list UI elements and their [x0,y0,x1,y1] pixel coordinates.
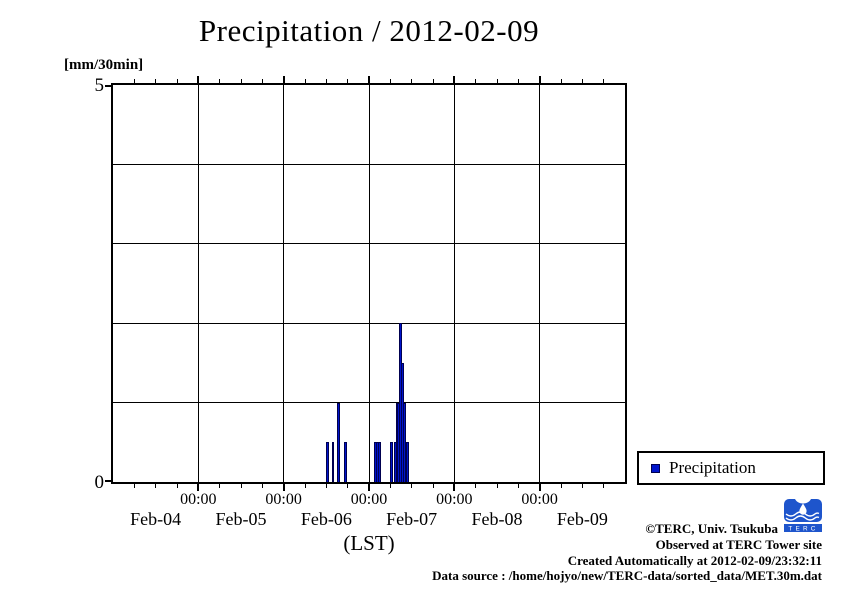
x-minor-tick-bottom [240,484,242,488]
x-minor-tick-bottom [261,484,263,488]
precipitation-bar [331,442,335,482]
x-minor-tick-bottom [325,484,327,488]
x-minor-tick-bottom [496,484,498,488]
x-major-tick-top [282,76,285,83]
y-axis-unit-label: [mm/30min] [64,57,144,73]
precipitation-bar [377,442,381,482]
x-minor-tick-top [219,79,221,83]
x-minor-tick-bottom [581,484,583,488]
x-major-tick-top [197,76,200,83]
chart-title: Precipitation / 2012-02-09 [198,13,540,48]
precipitation-bar [337,402,340,482]
y-axis-min-tick-label: 0 [94,472,105,493]
precipitation-bar [406,442,410,482]
precipitation-bar [390,442,394,482]
x-minor-tick-top [560,79,562,83]
precipitation-bar [326,442,330,482]
legend-box: Precipitation [637,451,825,485]
x-minor-tick-top [389,79,391,83]
x-minor-tick-top [496,79,498,83]
vertical-gridline [453,85,455,482]
y-axis-max-tick-label: 5 [94,75,105,96]
x-time-tick-label: 00:00 [350,491,388,508]
plot-area [105,76,627,491]
data-source-text: Data source : /home/hojyo/new/TERC-data/… [432,568,822,583]
legend-marker-square-icon [651,463,660,473]
x-major-tick-bottom [538,484,541,491]
x-day-label: Feb-08 [471,509,523,529]
x-minor-tick-bottom [389,484,391,488]
x-minor-tick-top [411,79,413,83]
x-minor-tick-bottom [176,484,178,488]
x-minor-tick-top [325,79,327,83]
x-minor-tick-bottom [347,484,349,488]
x-minor-tick-bottom [475,484,477,488]
x-minor-tick-bottom [304,484,306,488]
vertical-gridline [368,85,370,482]
x-minor-tick-bottom [155,484,157,488]
x-minor-tick-top [133,79,135,83]
x-minor-tick-top [176,79,178,83]
x-day-label: Feb-07 [386,509,438,529]
x-minor-tick-top [475,79,477,83]
x-time-tick-label: 00:00 [265,491,302,508]
x-axis-label: (LST) [343,531,395,555]
x-minor-tick-top [261,79,263,83]
x-time-tick-label: 00:00 [180,491,217,508]
vertical-gridline [197,85,199,482]
horizontal-gridline [113,322,625,324]
x-minor-tick-top [240,79,242,83]
x-major-tick-bottom [368,484,370,491]
x-minor-tick-top [304,79,306,83]
precipitation-bar [402,402,406,482]
legend-label: Precipitation [669,458,756,477]
x-minor-tick-top [347,79,349,83]
x-major-tick-bottom [282,484,285,491]
x-day-label: Feb-05 [215,509,267,529]
x-major-tick-bottom [453,484,456,491]
x-major-tick-top [368,76,370,83]
copyright-text: ©TERC, Univ. Tsukuba [645,521,778,536]
x-minor-tick-bottom [432,484,434,488]
x-minor-tick-top [581,79,583,83]
x-minor-tick-bottom [603,484,605,488]
precipitation-bar [344,442,347,482]
x-minor-tick-bottom [133,484,135,488]
x-minor-tick-top [432,79,434,83]
x-minor-tick-top [517,79,519,83]
vertical-gridline [283,85,285,482]
horizontal-gridline [113,402,625,404]
horizontal-gridline [113,243,625,245]
x-day-label: Feb-09 [556,509,608,529]
vertical-gridline [539,85,541,482]
x-major-tick-bottom [197,484,200,491]
x-major-tick-top [538,76,541,83]
horizontal-gridline [113,163,625,165]
x-minor-tick-bottom [219,484,221,488]
observed-site-text: Observed at TERC Tower site [655,537,822,552]
x-minor-tick-bottom [517,484,519,488]
terc-logo: TERC [784,499,822,533]
created-timestamp-text: Created Automatically at 2012-02-09/23:3… [567,553,822,568]
terc-logo-letters: TERC [788,526,818,532]
x-minor-tick-bottom [560,484,562,488]
y-axis-tick [105,85,111,87]
terc-logo-graphic: TERC [784,499,822,533]
x-major-tick-top [453,76,456,83]
x-minor-tick-bottom [411,484,413,488]
x-day-label: Feb-06 [300,509,352,529]
x-time-tick-label: 00:00 [436,491,473,508]
y-axis-tick [105,480,111,482]
x-time-tick-label: 00:00 [521,491,558,508]
x-minor-tick-top [155,79,157,83]
x-minor-tick-top [603,79,605,83]
x-day-label: Feb-04 [130,509,182,529]
